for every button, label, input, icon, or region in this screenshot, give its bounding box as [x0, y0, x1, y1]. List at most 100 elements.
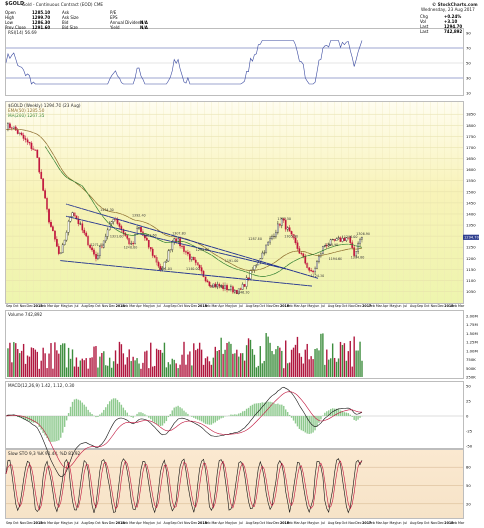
macd-histogram-bar	[77, 399, 80, 416]
price-candle	[165, 260, 168, 263]
macd-histogram-bar	[324, 412, 326, 416]
price-candle	[110, 221, 113, 224]
macd-histogram-bar	[288, 414, 291, 416]
price-candle	[28, 141, 31, 144]
x-tick-label: Oct	[177, 304, 183, 308]
brand-logo: © StockCharts.com	[432, 2, 478, 7]
macd-histogram-bar	[255, 403, 258, 416]
price-annotation: 1434.30	[100, 208, 114, 212]
volume-bar	[288, 362, 291, 377]
volume-bar	[169, 364, 172, 377]
volume-bar	[146, 350, 148, 377]
price-annotation: 1191.00	[225, 259, 239, 263]
quote-label: Chg	[420, 14, 428, 19]
price-candle	[7, 123, 9, 130]
macd-histogram-bar	[50, 416, 52, 443]
volume-bar	[286, 363, 289, 377]
macd-histogram-bar	[328, 410, 330, 416]
macd-histogram-bar	[300, 416, 303, 431]
volume-bar	[52, 368, 54, 377]
volume-bar	[359, 341, 361, 377]
macd-tick-label: 0	[466, 414, 469, 419]
volume-tick-label: 1.00M	[466, 348, 478, 353]
macd-histogram-bar	[179, 407, 181, 416]
price-tick-label: 1500	[466, 189, 476, 194]
volume-bar	[181, 354, 183, 377]
volume-bar	[294, 344, 297, 377]
sto-tick-label: 80	[466, 465, 471, 470]
volume-bar	[22, 343, 25, 377]
volume-bar	[165, 367, 168, 377]
volume-bar	[224, 349, 226, 377]
x-tick-label: Nov	[102, 304, 108, 308]
x-tick-label-bottom: Apr	[54, 521, 60, 525]
volume-bar	[326, 349, 328, 377]
price-tick-label: 1700	[466, 145, 476, 150]
x-tick-label: Dec	[355, 304, 362, 308]
price-candle	[233, 290, 236, 293]
price-annotation: 1240.00	[124, 246, 138, 250]
x-tick-label-bottom: Sep	[6, 521, 12, 525]
macd-histogram-bar	[87, 409, 89, 416]
macd-histogram-bar	[91, 413, 93, 416]
macd-histogram-bar	[337, 409, 340, 416]
quote-label: Bid	[62, 20, 69, 25]
volume-bar	[128, 349, 130, 377]
price-candle	[79, 223, 82, 225]
volume-bar	[216, 351, 218, 377]
quote-value: 1286.30	[32, 20, 50, 25]
volume-bar	[261, 363, 263, 377]
price-candle	[357, 243, 359, 252]
volume-bar	[343, 343, 346, 377]
macd-histogram-bar	[46, 416, 48, 439]
price-candle	[106, 229, 109, 237]
volume-bar	[144, 351, 146, 377]
volume-bar	[349, 340, 351, 377]
volume-tick-label: 2.00M	[466, 314, 478, 319]
macd-histogram-bar	[210, 416, 213, 425]
volume-bar	[26, 355, 29, 377]
volume-bar	[9, 342, 11, 377]
macd-histogram-bar	[285, 409, 287, 416]
x-tick-label-bottom: Apr	[218, 521, 224, 525]
x-tick-label-bottom: Oct	[13, 521, 19, 525]
price-candle	[310, 270, 313, 272]
volume-bar	[312, 359, 314, 377]
volume-bar	[328, 359, 330, 377]
price-candle	[359, 239, 361, 244]
price-annotation: 1307.80	[172, 231, 186, 235]
price-candle	[304, 256, 307, 264]
rsi-panel: RSI(14) 56.69	[5, 28, 464, 96]
volume-tick-label: 250K	[466, 375, 476, 380]
x-tick-label-bottom: Feb	[287, 521, 293, 525]
macd-histogram-bar	[140, 412, 142, 416]
x-tick-label: Jun	[313, 304, 319, 308]
price-candle	[102, 240, 105, 248]
x-tick-label: Nov	[20, 304, 26, 308]
volume-bar	[251, 349, 254, 377]
volume-bar	[175, 363, 177, 377]
price-candle	[112, 219, 115, 222]
volume-bar	[132, 356, 134, 377]
macd-histogram-bar	[20, 416, 23, 419]
price-annotation: 1046.20	[236, 291, 250, 295]
volume-bar	[163, 342, 166, 377]
macd-histogram-bar	[251, 404, 254, 416]
volume-bar	[58, 353, 60, 377]
macd-histogram-bar	[124, 410, 127, 416]
ma-200-line	[44, 146, 363, 277]
macd-histogram-bar	[222, 416, 224, 418]
price-candle	[239, 288, 242, 290]
volume-bar	[253, 354, 256, 377]
x-tick-label-bottom: Mar	[294, 521, 301, 525]
macd-histogram-bar	[281, 404, 283, 416]
price-candle	[259, 258, 262, 263]
volume-bar	[79, 360, 82, 377]
x-tick-label: Feb	[451, 304, 457, 308]
volume-bar	[134, 360, 136, 377]
macd-signal-line	[5, 391, 362, 469]
volume-bar	[220, 337, 222, 377]
volume-bar	[173, 359, 175, 377]
x-tick-label-bottom: Nov	[20, 521, 26, 525]
macd-histogram-bar	[36, 416, 38, 424]
